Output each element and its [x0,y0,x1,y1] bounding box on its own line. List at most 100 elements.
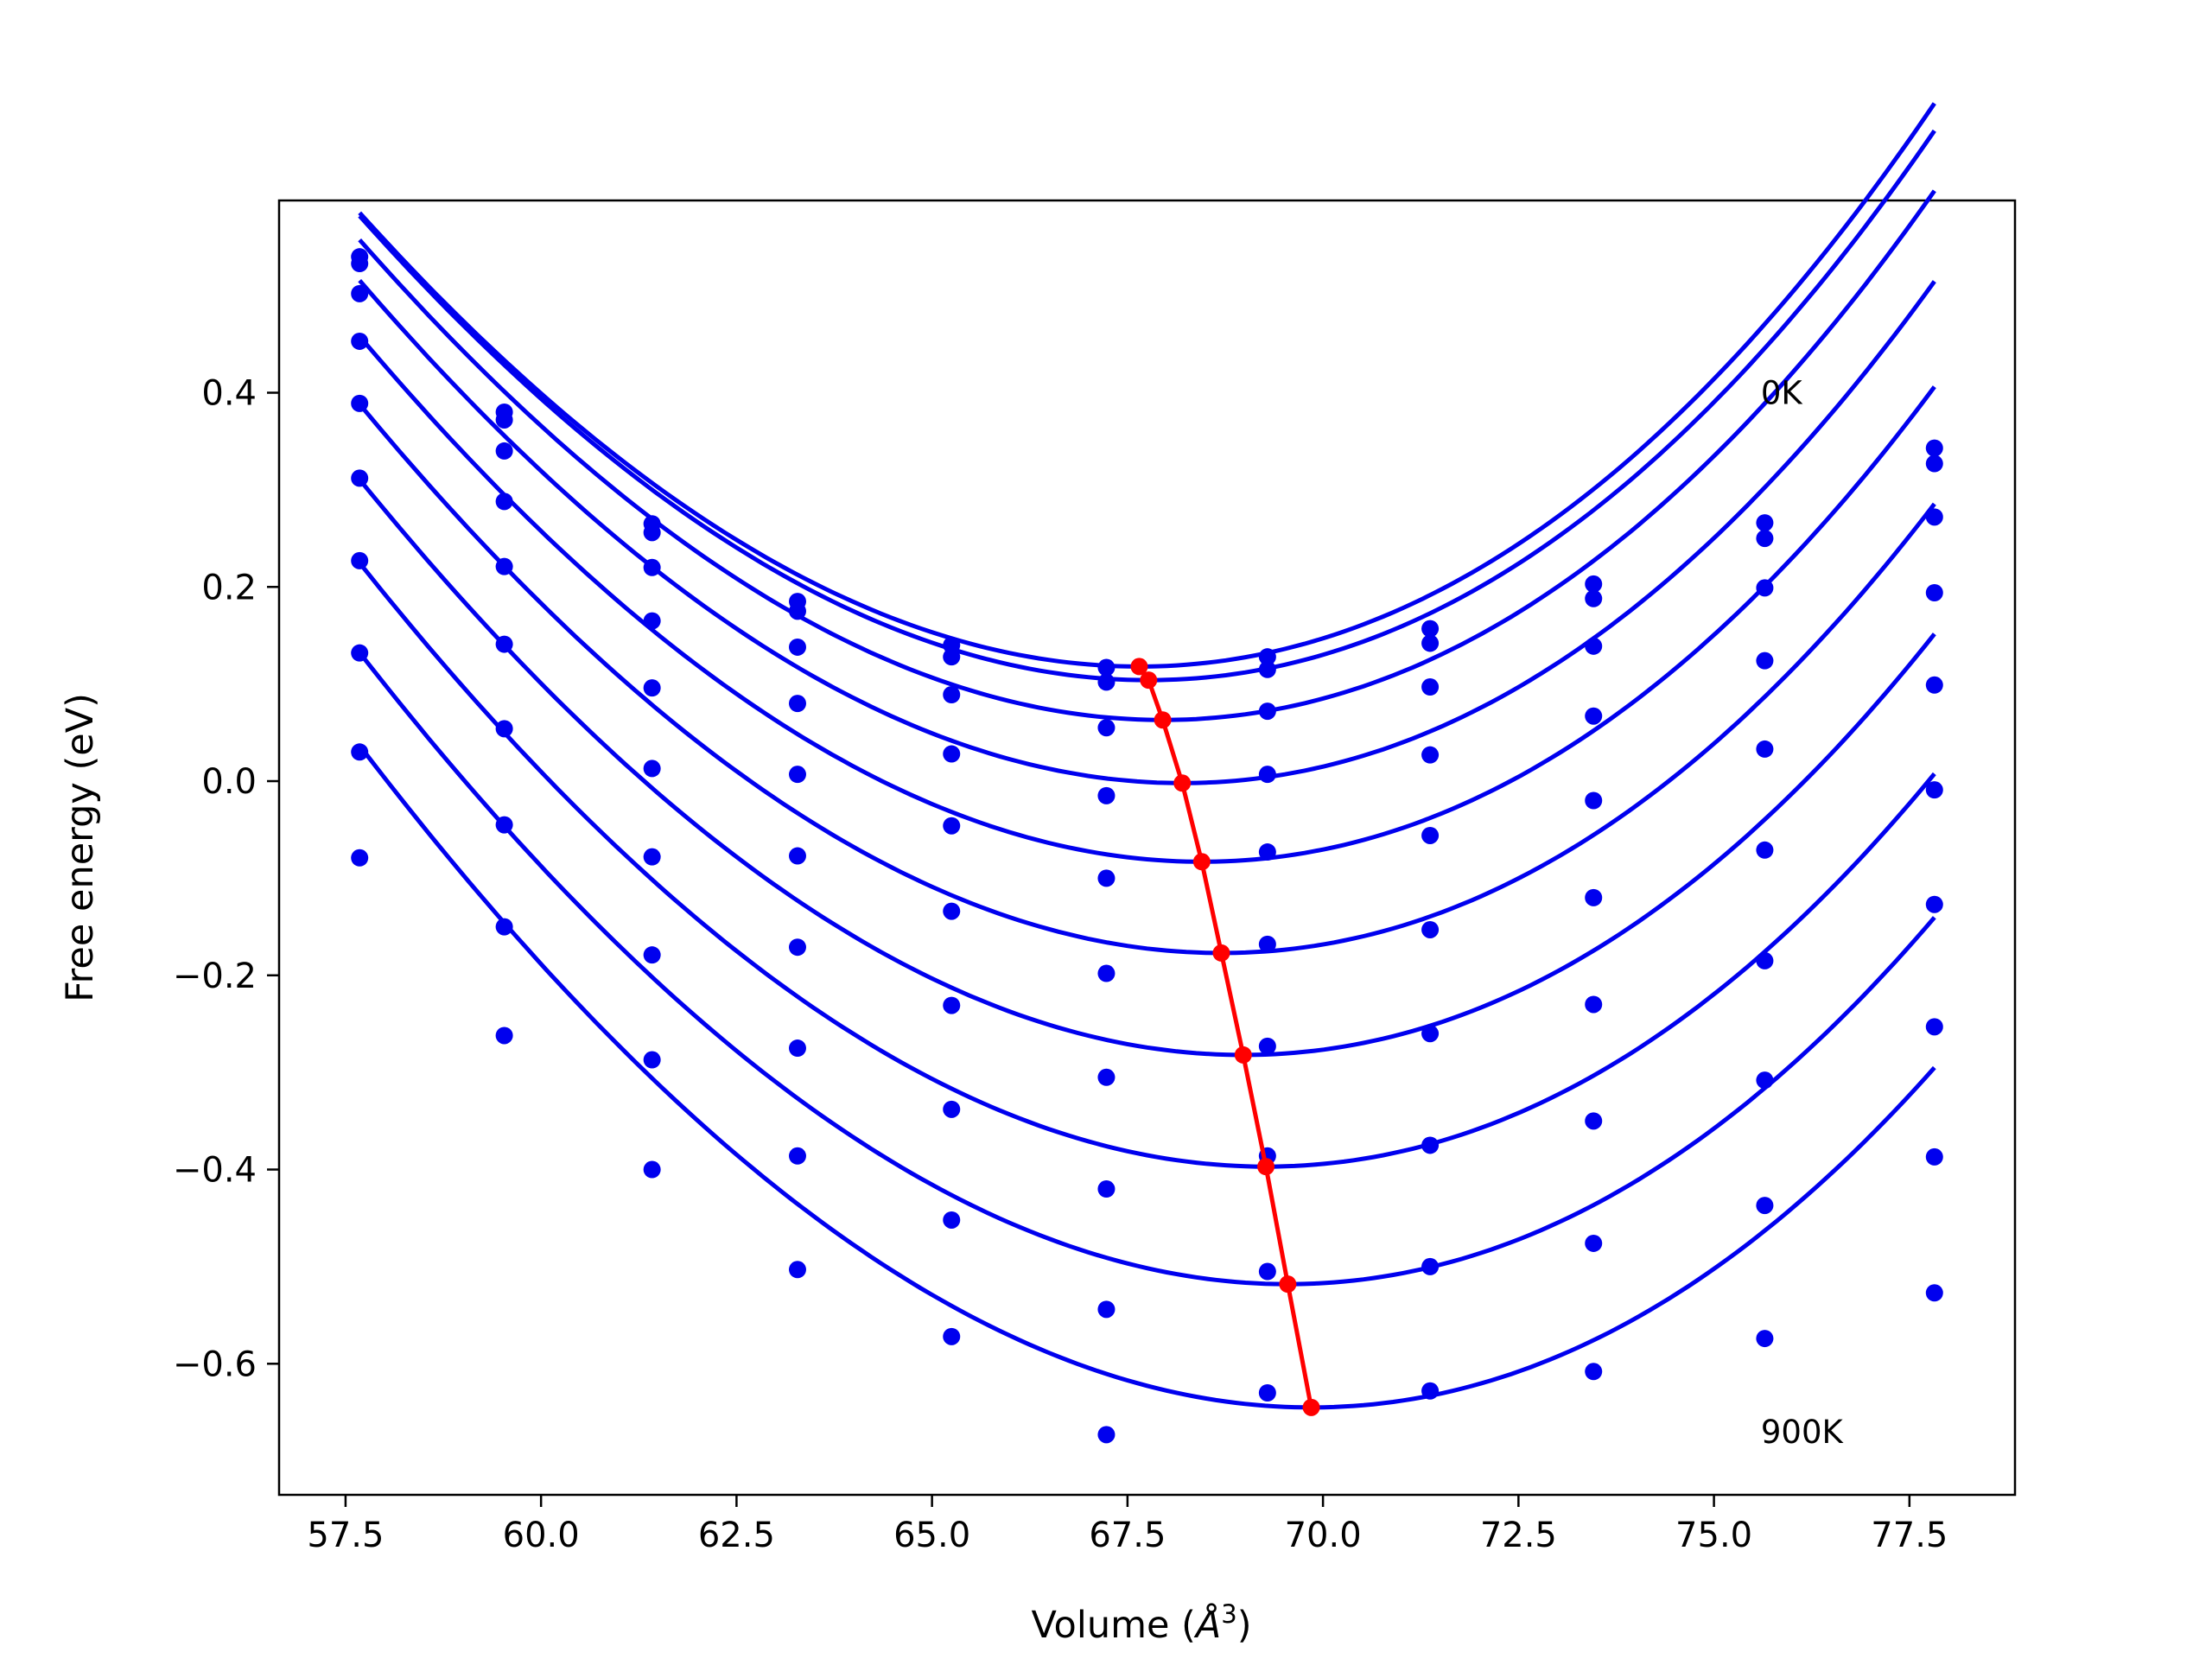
data-point [495,1027,513,1045]
y-tick-label: −0.4 [173,1151,257,1191]
data-point [1258,1262,1276,1281]
y-tick-label: −0.2 [173,957,257,996]
data-point [788,766,806,784]
data-point [943,745,961,763]
data-point [1756,1197,1774,1215]
data-point [943,686,961,704]
x-axis-ticks: 57.5 60.0 62.5 65.0 67.5 70.0 72.5 75.0 77.5 [307,1495,1948,1555]
data-point [1421,1382,1440,1400]
minimum-point [1234,1046,1252,1064]
data-point [1421,920,1440,938]
y-tick-label: 0.4 [201,374,257,414]
data-point [1097,1300,1116,1319]
data-point [1585,791,1603,810]
y-axis-label: Free energy (eV) [59,693,102,1002]
data-point [1756,740,1774,758]
data-point [943,996,961,1014]
data-point [1925,895,1943,913]
data-point [1421,678,1440,696]
x-tick-label: 70.0 [1285,1516,1362,1555]
minimum-point [1173,774,1192,792]
minimum-point [1302,1398,1320,1416]
series-0 [351,102,1943,677]
minimum-point [1140,671,1158,690]
minimum-point [1130,658,1148,676]
data-point [643,946,661,964]
y-tick-label: −0.6 [173,1344,257,1384]
data-point [1756,530,1774,548]
data-point [351,255,369,273]
data-point [643,848,661,866]
data-point [943,1100,961,1118]
data-point [788,1147,806,1165]
series-9 [351,744,1943,1444]
y-tick-label: 0.2 [201,568,257,607]
data-point [1585,1363,1603,1381]
data-point [1925,584,1943,602]
annotation-label: 900K [1761,1414,1845,1451]
x-tick-label: 67.5 [1089,1516,1166,1555]
data-point [1097,869,1116,887]
data-point [788,938,806,957]
series-2 [351,189,1943,737]
data-point [495,442,513,460]
series-1 [351,129,1943,691]
fit-curve [358,744,1936,1410]
data-point [1585,589,1603,607]
x-tick-label: 57.5 [307,1516,384,1555]
minimum-point [1154,711,1172,729]
data-point [1421,826,1440,844]
data-point [943,648,961,666]
data-point [1925,781,1943,799]
fit-curve [358,334,1936,864]
data-point [1925,439,1943,457]
data-point [1097,1068,1116,1086]
minima-layer [1130,658,1320,1416]
data-point [943,1327,961,1345]
data-point [1756,1330,1774,1348]
series-3 [351,278,1943,804]
data-point [788,638,806,656]
data-point [1756,652,1774,670]
data-point [1421,1136,1440,1154]
series-5 [351,403,1943,982]
x-tick-label: 62.5 [698,1516,775,1555]
fit-curve [358,278,1936,785]
fit-curve [358,561,1936,1169]
data-point [1258,766,1276,784]
fit-curve [358,478,1936,1058]
data-point [1925,1147,1943,1166]
data-point [943,1211,961,1229]
data-point [788,1039,806,1058]
data-point [1585,1112,1603,1130]
data-point [1421,746,1440,764]
data-point [1258,702,1276,721]
data-point [1097,964,1116,982]
fit-curve [358,403,1936,956]
minimum-point [1212,944,1230,962]
data-point [788,1261,806,1279]
data-point [1925,454,1943,473]
data-point [1258,1037,1276,1055]
data-point [495,720,513,738]
data-point [1258,1384,1276,1402]
fit-curve [358,129,1936,683]
series-4 [351,334,1943,887]
minimum-point [1279,1275,1297,1294]
fit-curve [358,651,1936,1287]
data-point [351,551,369,569]
y-axis-ticks: −0.6 −0.4 −0.2 0.0 0.2 0.4 [173,374,279,1384]
x-tick-label: 72.5 [1480,1516,1557,1555]
series-7 [351,561,1943,1198]
data-point [351,849,369,867]
data-point [495,410,513,429]
data-point [1097,673,1116,691]
series-layer [351,102,1943,1444]
data-point [1258,935,1276,953]
data-point [788,695,806,713]
y-tick-label: 0.0 [201,762,257,802]
data-point [1585,575,1603,593]
data-point [643,1160,661,1179]
annotations: 0K 900K [1761,375,1845,1451]
